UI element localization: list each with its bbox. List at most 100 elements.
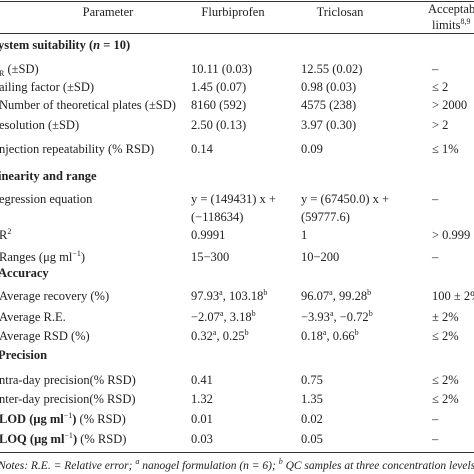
text-segment: 12.55 (0.02) (301, 62, 363, 76)
table-cell: – (432, 191, 438, 207)
table-cell: Number of theoretical plates (±SD) (0, 97, 176, 113)
text-segment: 97.93 (191, 289, 220, 303)
bold-segment: ) (72, 412, 77, 426)
text-segment: 0.05 (301, 432, 323, 446)
table-cell: 1.45 (0.07) (191, 79, 246, 95)
table-cell: – (432, 249, 438, 265)
superscript: b (367, 288, 372, 297)
text-segment: ≤ 2% (432, 329, 459, 343)
text-segment: Number of theoretical plates (±SD) (0, 98, 176, 112)
table-cell: y = (67450.0) x + (301, 191, 389, 207)
text-segment: – (432, 250, 439, 264)
text-segment: QC samples at three concentration levels… (282, 460, 474, 472)
section-heading: Precision (0, 347, 47, 363)
table-cell: 10−200 (301, 249, 339, 265)
top-rule (0, 1, 474, 2)
text-segment: ntra-day precision(% RSD) (0, 373, 136, 387)
text-segment: egression equation (0, 192, 93, 206)
header-parameter: Parameter (82, 5, 134, 19)
text-segment: > 2 (432, 118, 449, 132)
bold-segment: LOQ (μg ml (0, 432, 65, 446)
table-cell: −2.07a, 3.18b (191, 309, 256, 325)
text-segment: (% RSD) (76, 412, 126, 426)
text-segment: (−118634) (191, 210, 244, 224)
table-cell: – (432, 61, 438, 77)
text-segment: ystem suitability ( (0, 38, 94, 52)
text-segment: – (432, 412, 439, 426)
text-segment: ≤ 2 (432, 80, 449, 94)
table-cell: Average R.E. (0, 309, 66, 325)
table-cell: > 2 (432, 117, 448, 133)
section-heading: ystem suitability (n = 10) (0, 37, 130, 53)
table-cell: 8160 (592) (191, 97, 246, 113)
bold-segment: ) (72, 432, 78, 446)
text-segment: 3.97 (0.30) (301, 118, 357, 132)
text-segment: nanogel formulation ( (139, 460, 244, 472)
table-cell: esolution (±SD) (0, 117, 79, 133)
table-cell: 4575 (238) (301, 97, 356, 113)
text-segment: Average RSD (%) (0, 329, 90, 343)
text-segment: , 3.18 (223, 310, 252, 324)
text-segment: 100 ± 2% (432, 289, 474, 303)
table-cell: LOQ (μg ml−1) (% RSD) (0, 431, 126, 447)
bold-segment: LOD (μg ml (0, 412, 64, 426)
text-segment: 10−200 (301, 250, 340, 264)
table-cell: ≤ 2 (432, 79, 448, 95)
superscript: a (219, 288, 223, 297)
text-segment: −3.93 (301, 310, 330, 324)
text-segment: Average recovery (%) (0, 289, 110, 303)
table-cell: (−118634) (191, 209, 243, 225)
text-segment: Accuracy (0, 266, 49, 280)
text-segment: > 2000 (432, 98, 468, 112)
text-segment: nter-day precision(% RSD) (0, 392, 136, 406)
section-heading: inearity and range (0, 168, 97, 184)
text-segment: 1.45 (0.07) (191, 80, 247, 94)
table-cell: egression equation (0, 191, 92, 207)
header-drug1: Flurbiprofen (201, 5, 265, 19)
text-segment: y = (67450.0) x + (301, 192, 390, 206)
table-cell: 0.41 (191, 372, 213, 388)
text-segment: 0.41 (191, 373, 213, 387)
text-segment: 0.03 (191, 432, 213, 446)
table-cell: ≤ 2% (432, 372, 459, 388)
table-cell: 0.03 (191, 431, 213, 447)
table-cell: 0.9991 (191, 227, 225, 243)
text-segment: 96.07 (301, 289, 330, 303)
table-cell: −3.93a, −0.72b (301, 309, 373, 325)
table-cell: 0.09 (301, 141, 323, 157)
table-cell: 96.07a, 99.28b (301, 288, 371, 304)
table-cell: 0.05 (301, 431, 323, 447)
header-limits-ref: 8,9 (460, 17, 471, 26)
text-segment: , 0.66 (326, 329, 355, 343)
table-cell: 100 ± 2% (432, 288, 474, 304)
text-segment: esolution (±SD) (0, 118, 80, 132)
table-cell: 1 (301, 227, 307, 243)
superscript: a (322, 328, 327, 337)
text-segment: ± 2% (432, 310, 459, 324)
superscript: 2 (7, 227, 12, 236)
subscript: R (0, 69, 5, 78)
text-segment: ) (80, 250, 86, 264)
text-segment: = 10) (100, 38, 131, 52)
text-segment: 10.11 (0.03) (191, 62, 252, 76)
text-segment: Ranges (μg ml (0, 250, 73, 264)
text-segment: R (0, 228, 8, 242)
text-segment: ≤ 1% (432, 142, 459, 156)
superscript: −1 (72, 249, 81, 258)
table-cell: 0.02 (301, 411, 323, 427)
text-segment: , −0.72 (333, 310, 369, 324)
table-cell: R (±SD) (0, 61, 39, 78)
text-segment: ≤ 2% (432, 392, 459, 406)
table-cell: – (432, 431, 438, 447)
table-cell: ntra-day precision(% RSD) (0, 372, 136, 388)
text-segment: y = (149431) x + (191, 192, 276, 206)
table-cell: ≤ 2% (432, 391, 459, 407)
text-segment: 2.50 (0.13) (191, 118, 247, 132)
table-cell: ≤ 2% (432, 328, 459, 344)
table-cell: 0.32a, 0.25b (191, 328, 249, 344)
table-cell: LOD (μg ml−1) (% RSD) (0, 411, 126, 427)
text-segment: ailing factor (±SD) (0, 80, 95, 94)
text-segment: Average R.E. (0, 310, 66, 324)
table-cell: > 0.999 (432, 227, 470, 243)
